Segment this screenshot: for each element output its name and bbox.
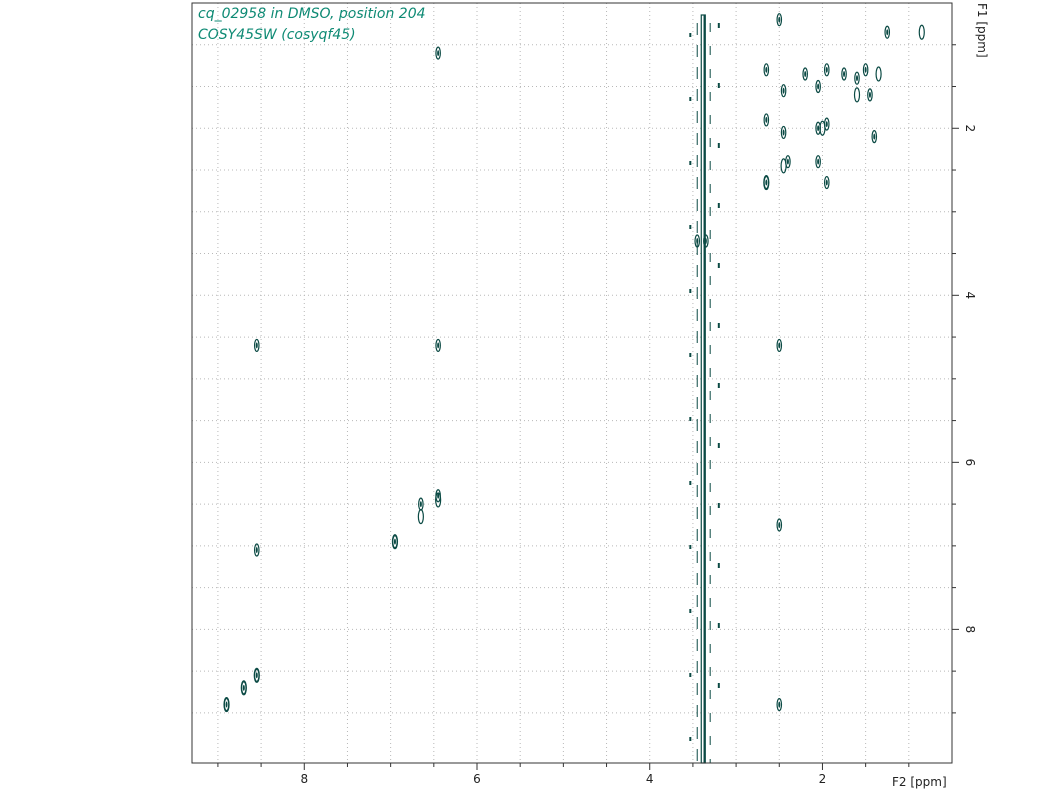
cross-peak-core: [255, 672, 258, 679]
cross-peak: [435, 338, 441, 353]
cross-peak: [763, 175, 770, 190]
diagonal-peak: [875, 66, 882, 82]
cross-peak: [392, 535, 398, 549]
cross-peak: [763, 63, 770, 77]
cross-peak: [435, 489, 441, 503]
cross-peak-core: [778, 521, 781, 528]
cross-peak-core: [782, 87, 785, 94]
cross-peak-core: [437, 342, 440, 349]
cross-peak: [871, 130, 878, 144]
cross-peak-core: [782, 129, 785, 136]
cross-peak-core: [437, 492, 440, 499]
cross-peak: [823, 175, 830, 190]
cross-peak-core: [778, 342, 781, 349]
diagonal-peaks: [223, 24, 925, 713]
cross-peak-core: [817, 125, 820, 132]
cross-peak: [776, 518, 783, 532]
cross-peak-core: [242, 684, 245, 691]
cross-peak-core: [393, 538, 396, 545]
cross-peak-core: [419, 501, 422, 508]
cross-peak: [223, 697, 230, 712]
cross-peak-core: [825, 121, 828, 128]
cross-peak: [776, 13, 783, 27]
solvent-ridge: [689, 14, 720, 764]
cross-peak: [763, 113, 770, 127]
diagonal-peak: [417, 509, 424, 525]
cross-peak-core: [765, 116, 768, 123]
cross-peak-core: [886, 29, 889, 36]
cross-peak: [862, 63, 869, 77]
cross-peak-core: [864, 66, 867, 73]
x-tick-label: 6: [473, 772, 481, 786]
cross-peak-core: [873, 133, 876, 140]
cross-peak-core: [868, 91, 871, 98]
cross-peak: [418, 497, 424, 511]
cross-peak: [785, 155, 791, 169]
cross-peak: [867, 88, 873, 102]
cross-peak: [694, 234, 701, 248]
cross-peak: [841, 67, 847, 81]
y-tick-label: 8: [963, 626, 977, 634]
cross-peak: [815, 79, 821, 94]
cross-peak-core: [825, 66, 828, 73]
cross-peak: [780, 125, 787, 140]
cross-peaks: [223, 13, 891, 712]
cross-peak-core: [765, 179, 768, 186]
cross-peak: [435, 46, 441, 60]
cross-peak-core: [843, 70, 846, 77]
cross-peak-core: [225, 701, 228, 708]
x-axis-ticks: 8 6 4 2: [217, 763, 910, 786]
cross-peak: [802, 67, 808, 81]
x-tick-label: 4: [646, 772, 654, 786]
cross-peak: [884, 25, 891, 39]
spectrum-title: cq_02958 in DMSO, position 204: [198, 6, 426, 22]
y-tick-label: 2: [963, 124, 977, 132]
cross-peak-core: [696, 238, 699, 245]
cross-peak-core: [817, 83, 820, 90]
cross-peak-core: [255, 547, 258, 554]
cross-peak-core: [778, 16, 781, 23]
cross-peak: [815, 121, 821, 135]
cross-peak: [241, 681, 247, 695]
diagonal-peak: [918, 24, 925, 40]
cross-peak-core: [437, 50, 440, 57]
plot-frame: [191, 2, 953, 764]
cross-peak-core: [817, 158, 820, 165]
y-axis-ticks: 2 4 6 8: [952, 44, 977, 714]
plot-grid: [192, 3, 952, 763]
y-axis-label: F1 [ppm]: [975, 3, 989, 58]
cross-peak-core: [856, 75, 858, 82]
cross-peak: [253, 543, 260, 557]
cross-peak-core: [704, 238, 707, 245]
cross-peak: [815, 155, 821, 169]
cross-peak-core: [778, 701, 781, 708]
cross-peak-core: [786, 158, 789, 165]
cross-peak: [776, 338, 783, 353]
x-axis-label: F2 [ppm]: [892, 775, 947, 789]
cross-peak: [253, 668, 260, 682]
y-tick-label: 6: [963, 459, 977, 467]
cross-peak: [253, 338, 260, 353]
x-tick-label: 8: [300, 772, 308, 786]
y-tick-label: 4: [963, 291, 977, 299]
experiment-name: COSY45SW (cosyqf45): [198, 27, 356, 43]
cross-peak-core: [765, 66, 768, 73]
cross-peak: [780, 84, 787, 98]
cross-peak: [776, 697, 783, 712]
diagonal-peak: [853, 87, 861, 103]
cross-peak: [703, 234, 709, 248]
cross-peak: [823, 63, 830, 77]
cross-peak-core: [825, 179, 828, 186]
cross-peak-core: [255, 342, 258, 349]
cross-peak-core: [804, 70, 807, 77]
cross-peak: [823, 117, 830, 131]
x-tick-label: 2: [819, 772, 827, 786]
cross-peak: [854, 71, 860, 85]
